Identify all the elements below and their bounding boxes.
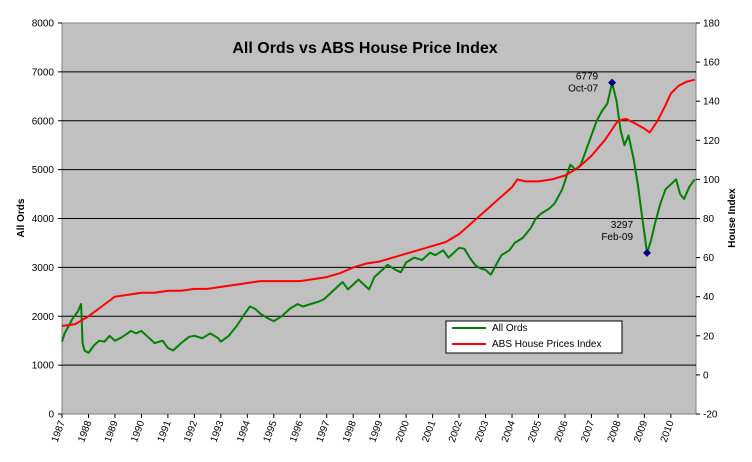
peak-marker bbox=[643, 248, 652, 257]
x-tick-label: 1989 bbox=[103, 419, 121, 444]
legend: All Ords ABS House Prices Index bbox=[445, 320, 623, 354]
x-tick-label: 1994 bbox=[235, 419, 253, 444]
x-tick-label: 2006 bbox=[553, 419, 571, 444]
x-tick-label: 2009 bbox=[632, 419, 650, 444]
x-tick-label: 1997 bbox=[315, 419, 333, 444]
x-tick-label: 1990 bbox=[129, 419, 147, 444]
x-axis: 1987 1988 1989 1990 1991 1992 1993 1994 1995 1996… bbox=[50, 414, 677, 444]
legend-label-house-price-index: ABS House Prices Index bbox=[492, 339, 602, 350]
marker-date-label: Oct-07 bbox=[568, 84, 598, 95]
y-right-tick-label: 40 bbox=[703, 292, 715, 303]
x-tick-label: 1991 bbox=[156, 419, 174, 444]
y-left-tick-label: 1000 bbox=[32, 361, 55, 372]
series-line-1 bbox=[61, 78, 695, 327]
y-left-tick-label: 2000 bbox=[32, 312, 55, 323]
y-left-tick-label: 0 bbox=[48, 410, 54, 421]
y-right-tick-label: 180 bbox=[703, 19, 720, 30]
x-tick-label: 1995 bbox=[262, 419, 280, 444]
y-axis-left-title: All Ords bbox=[16, 198, 27, 237]
marker-value-label: 3297 bbox=[611, 220, 634, 231]
y-right-tick-label: 160 bbox=[703, 58, 720, 69]
y-axis-right: -20 0 20 40 60 80 100 120 140 160 180 bbox=[696, 19, 720, 421]
x-tick-label: 1998 bbox=[341, 419, 359, 444]
y-right-tick-label: -20 bbox=[703, 410, 718, 421]
y-left-tick-label: 6000 bbox=[32, 116, 55, 127]
x-tick-label: 2010 bbox=[659, 419, 677, 444]
legend-label-all-ords: All Ords bbox=[492, 323, 528, 334]
y-left-tick-label: 3000 bbox=[32, 263, 55, 274]
x-tick-label: 1996 bbox=[288, 419, 306, 444]
series-layer bbox=[61, 78, 696, 354]
y-right-tick-label: 140 bbox=[703, 97, 720, 108]
x-tick-label: 2007 bbox=[579, 419, 597, 444]
y-right-tick-label: 100 bbox=[703, 175, 720, 186]
x-tick-label: 1988 bbox=[76, 419, 94, 444]
marker-value-label: 6779 bbox=[576, 72, 599, 83]
y-left-tick-label: 4000 bbox=[32, 214, 55, 225]
x-tick-label: 2004 bbox=[500, 419, 518, 444]
peak-marker bbox=[608, 78, 617, 87]
y-right-tick-label: 0 bbox=[703, 370, 709, 381]
y-left-tick-label: 5000 bbox=[32, 165, 55, 176]
x-tick-label: 2002 bbox=[447, 419, 465, 444]
series-line-0 bbox=[61, 81, 696, 354]
x-tick-label: 1999 bbox=[368, 419, 386, 444]
y-axis-left: 0 1000 2000 3000 4000 5000 6000 7000 8000 bbox=[32, 19, 62, 421]
chart-title: All Ords vs ABS House Price Index bbox=[232, 40, 497, 57]
x-tick-label: 1987 bbox=[50, 419, 68, 444]
legend-box bbox=[445, 320, 623, 354]
y-right-tick-label: 60 bbox=[703, 253, 715, 264]
x-tick-label: 1993 bbox=[209, 419, 227, 444]
x-tick-label: 2005 bbox=[526, 419, 544, 444]
y-right-tick-label: 120 bbox=[703, 136, 720, 147]
x-tick-label: 2000 bbox=[394, 419, 412, 444]
y-right-tick-label: 20 bbox=[703, 331, 715, 342]
x-tick-label: 2003 bbox=[473, 419, 491, 444]
y-axis-right-title: House Index bbox=[727, 188, 738, 248]
x-tick-label: 2001 bbox=[420, 419, 438, 444]
y-right-tick-label: 80 bbox=[703, 214, 715, 225]
y-left-tick-label: 7000 bbox=[32, 67, 55, 78]
x-tick-label: 2008 bbox=[606, 419, 624, 444]
marker-date-label: Feb-09 bbox=[601, 232, 633, 243]
gridlines bbox=[62, 71, 696, 366]
y-left-tick-label: 8000 bbox=[32, 19, 55, 30]
x-tick-label: 1992 bbox=[182, 419, 200, 444]
